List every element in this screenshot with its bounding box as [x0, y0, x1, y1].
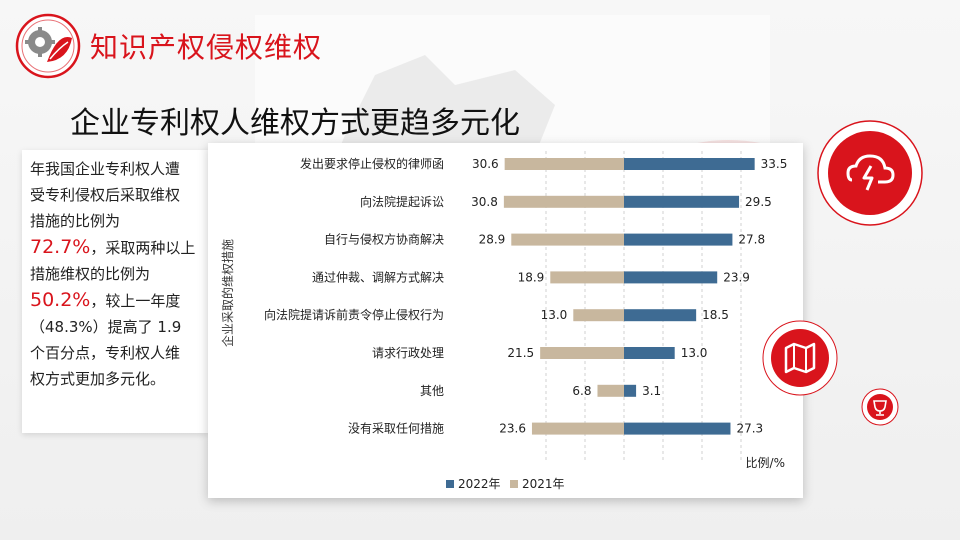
diverging-bar-chart: 发出要求停止侵权的律师函 30.6 33.5 向法院提起诉讼 30.8 29.5 自行与侵权…	[220, 151, 788, 491]
value-label-2022: 3.1	[642, 384, 661, 398]
gear-leaf-logo-icon	[15, 13, 81, 79]
summary-line: 个百分点，专利权人维	[30, 344, 181, 362]
summary-line-tail: ，较上一年度	[90, 292, 181, 310]
category-label: 发出要求停止侵权的律师函	[300, 156, 444, 171]
y-axis-title: 企业采取的维权措施	[220, 239, 235, 347]
bar-2022	[624, 233, 733, 246]
bar-2021	[540, 347, 624, 359]
legend-swatch-2022	[446, 480, 454, 488]
value-label-2022: 13.0	[681, 346, 708, 360]
summary-line: 50.2%，较上一年度	[30, 287, 206, 314]
value-label-2021: 21.5	[507, 346, 534, 360]
summary-line: （48.3%）提高了 1.9	[30, 318, 182, 336]
summary-line: 措施的比例为	[30, 212, 121, 230]
slide-subtitle: 企业专利权人维权方式更趋多元化	[70, 106, 520, 141]
bar-2021	[531, 422, 624, 435]
value-label-2021: 30.6	[472, 157, 499, 171]
map-icon	[762, 320, 838, 396]
category-label: 向法院提请诉前责令停止侵权行为	[264, 307, 444, 322]
value-label-2021: 6.8	[572, 384, 591, 398]
x-axis-title: 比例/%	[746, 456, 785, 470]
value-label-2021: 13.0	[541, 308, 568, 322]
value-label-2021: 28.9	[479, 233, 506, 247]
value-label-2022: 29.5	[745, 195, 772, 209]
summary-text: 年我国企业专利权人遭 受专利侵权后采取维权 措施的比例为 72.7%，采取两种以…	[30, 156, 206, 392]
category-label: 没有采取任何措施	[348, 421, 444, 436]
summary-line: 年我国企业专利权人遭	[30, 160, 181, 178]
summary-line-tail: ，采取两种以上	[90, 239, 196, 257]
bar-2022	[624, 384, 637, 397]
summary-panel	[22, 150, 208, 433]
bar-2021	[504, 158, 624, 170]
trophy-icon	[861, 388, 899, 426]
summary-highlight-rate: 72.7%	[30, 236, 91, 258]
bar-2021	[573, 309, 624, 322]
bar-2022	[624, 158, 755, 170]
value-label-2022: 33.5	[761, 157, 788, 171]
summary-line: 措施维权的比例为	[30, 265, 151, 283]
summary-highlight-multi-rate: 50.2%	[30, 289, 91, 311]
bar-2022	[624, 422, 731, 435]
legend-label-2021: 2021年	[522, 477, 565, 491]
bar-2022	[624, 195, 740, 208]
category-label: 请求行政处理	[372, 346, 444, 360]
cloud-lightning-icon	[817, 120, 923, 226]
category-label: 其他	[420, 384, 444, 398]
summary-line: 受专利侵权后采取维权	[30, 186, 181, 204]
category-label: 通过仲裁、调解方式解决	[312, 269, 444, 284]
value-label-2022: 27.3	[736, 422, 763, 436]
value-label-2021: 30.8	[471, 195, 498, 209]
header-title: 知识产权侵权维权	[90, 31, 323, 64]
legend-swatch-2021	[510, 480, 518, 488]
summary-line: 权方式更加多元化。	[30, 370, 166, 388]
bar-2022	[624, 271, 718, 284]
value-label-2021: 18.9	[518, 270, 545, 284]
bar-2021	[597, 384, 624, 397]
summary-line: 72.7%，采取两种以上	[30, 234, 206, 261]
bar-2022	[624, 347, 675, 359]
bar-2022	[624, 309, 697, 322]
value-label-2022: 18.5	[702, 308, 729, 322]
chart-card: 发出要求停止侵权的律师函 30.6 33.5 向法院提起诉讼 30.8 29.5 自行与侵权…	[208, 143, 803, 498]
category-label: 自行与侵权方协商解决	[324, 232, 444, 247]
value-label-2022: 23.9	[723, 270, 750, 284]
bar-2021	[511, 233, 624, 246]
value-label-2021: 23.6	[499, 422, 526, 436]
bar-2021	[503, 195, 624, 208]
category-label: 向法院提起诉讼	[360, 194, 444, 209]
legend-label-2022: 2022年	[458, 477, 501, 491]
bar-2021	[550, 271, 624, 284]
value-label-2022: 27.8	[738, 233, 765, 247]
